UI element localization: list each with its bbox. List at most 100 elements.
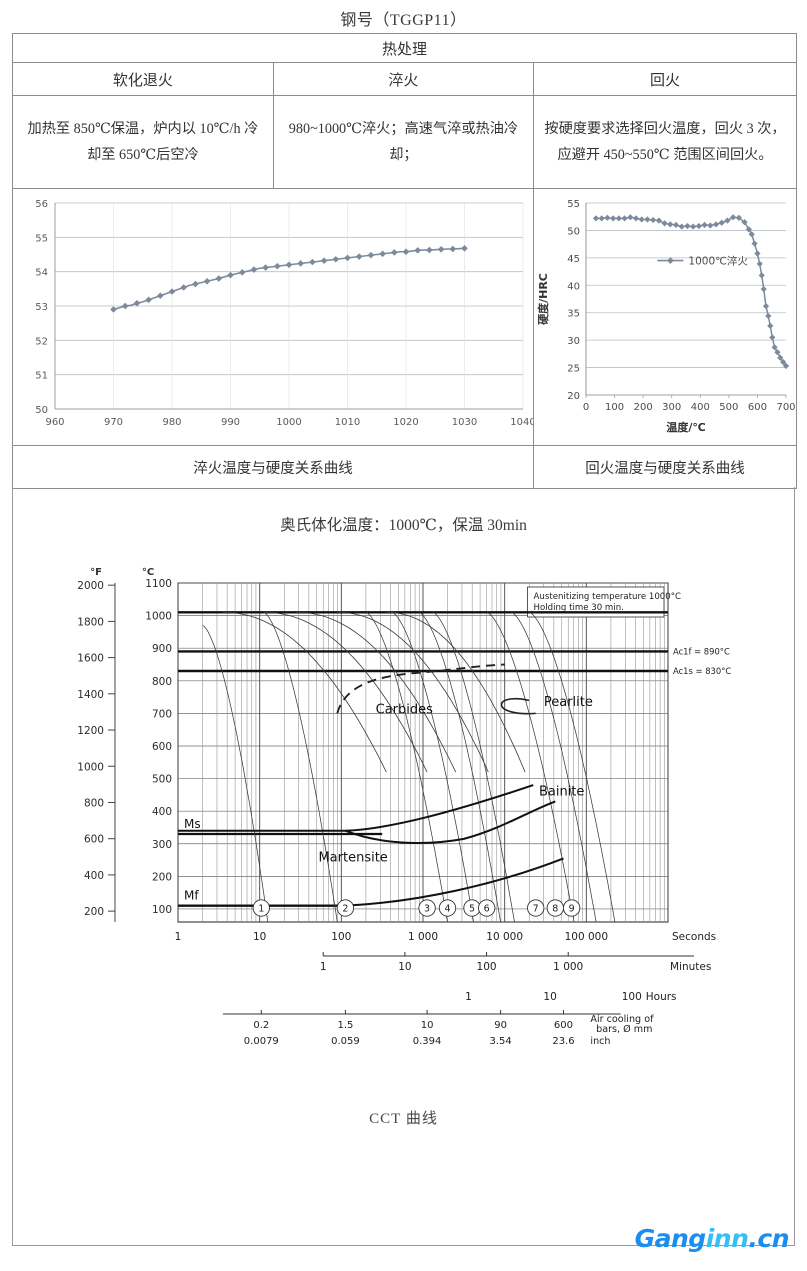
- svg-text:100: 100: [622, 991, 642, 1003]
- svg-text:600: 600: [748, 402, 767, 413]
- svg-text:Ac1f = 890°C: Ac1f = 890°C: [673, 646, 730, 656]
- svg-text:1400: 1400: [77, 689, 104, 701]
- svg-text:1000: 1000: [145, 611, 172, 623]
- column-header-tempering: 回火: [533, 62, 797, 96]
- svg-text:°C: °C: [142, 567, 154, 578]
- svg-text:980: 980: [162, 417, 181, 428]
- svg-text:10: 10: [543, 991, 556, 1003]
- svg-text:Bainite: Bainite: [539, 785, 584, 800]
- svg-text:温度/℃: 温度/℃: [666, 420, 705, 434]
- svg-text:1: 1: [465, 991, 472, 1003]
- svg-text:960: 960: [45, 417, 64, 428]
- svg-text:53: 53: [35, 302, 48, 313]
- svg-text:500: 500: [719, 402, 738, 413]
- svg-text:10 000: 10 000: [486, 931, 523, 943]
- table-row: 淬火温度与硬度关系曲线 回火温度与硬度关系曲线: [12, 445, 797, 489]
- cell-quenching-detail: 980~1000℃淬火；高速气淬或热油冷却；: [272, 95, 535, 189]
- svg-text:800: 800: [152, 676, 172, 688]
- svg-text:Ms: Ms: [184, 817, 201, 831]
- table-row: 加热至 850℃保温，炉内以 10℃/h 冷却至 650℃后空冷 980~100…: [12, 95, 797, 189]
- table-row-charts: 50 51 52 53 54 55 56 960 970 980 990 1000 1010 1020 10…: [12, 188, 797, 446]
- svg-text:50: 50: [567, 226, 580, 237]
- svg-text:1020: 1020: [393, 417, 418, 428]
- svg-text:300: 300: [152, 839, 172, 851]
- svg-text:200: 200: [152, 871, 172, 883]
- quench-chart-cell: 50 51 52 53 54 55 56 960 970 980 990 1000 1010 1020 10…: [12, 188, 534, 446]
- svg-text:90: 90: [494, 1020, 507, 1031]
- temper-chart-cell: 20 25 30 35 40 45 50 55 0 100 200 300 400 500 600 700 10…: [533, 188, 797, 446]
- svg-text:51: 51: [35, 371, 48, 382]
- svg-text:1010: 1010: [335, 417, 360, 428]
- svg-text:1: 1: [320, 961, 327, 973]
- svg-text:700: 700: [152, 708, 172, 720]
- svg-text:52: 52: [35, 336, 48, 347]
- svg-text:600: 600: [554, 1020, 573, 1031]
- svg-text:10: 10: [421, 1020, 434, 1031]
- svg-text:56: 56: [35, 199, 48, 210]
- svg-text:1 000: 1 000: [408, 931, 438, 943]
- svg-text:Mf: Mf: [184, 889, 199, 903]
- svg-text:6: 6: [484, 904, 490, 915]
- svg-text:1000℃淬火: 1000℃淬火: [688, 255, 748, 268]
- svg-text:1040: 1040: [510, 417, 533, 428]
- svg-text:25: 25: [567, 364, 580, 375]
- svg-text:800: 800: [84, 797, 104, 809]
- svg-text:500: 500: [152, 774, 172, 786]
- svg-text:1.5: 1.5: [337, 1020, 353, 1031]
- svg-text:1600: 1600: [77, 653, 104, 665]
- svg-text:400: 400: [152, 806, 172, 818]
- svg-text:2: 2: [342, 904, 348, 915]
- caption-temper-chart: 回火温度与硬度关系曲线: [533, 445, 797, 489]
- svg-text:Pearlite: Pearlite: [544, 695, 593, 710]
- svg-text:970: 970: [104, 417, 123, 428]
- svg-text:55: 55: [35, 233, 48, 244]
- svg-text:400: 400: [84, 870, 104, 882]
- svg-text:2000: 2000: [77, 580, 104, 592]
- cct-diagram: °F °C 2000 1800 1600 1400 1200 1000 800 600 400 200…: [60, 565, 760, 1090]
- svg-text:Martensite: Martensite: [318, 851, 387, 866]
- svg-text:1000: 1000: [77, 761, 104, 773]
- frame-bottom-border: [12, 1245, 795, 1246]
- svg-text:Seconds: Seconds: [672, 931, 716, 943]
- svg-text:Holding time 30 min.: Holding time 30 min.: [534, 603, 624, 613]
- svg-text:54: 54: [35, 268, 48, 279]
- svg-text:100: 100: [477, 961, 497, 973]
- svg-text:23.6: 23.6: [552, 1036, 574, 1047]
- watermark-logo: Ganginn.cn: [635, 1224, 790, 1253]
- svg-text:1 000: 1 000: [553, 961, 583, 973]
- column-header-quenching: 淬火: [272, 62, 535, 96]
- svg-text:1: 1: [175, 931, 182, 943]
- svg-text:Air cooling of: Air cooling of: [590, 1014, 654, 1025]
- svg-text:30: 30: [567, 336, 580, 347]
- svg-text:°F: °F: [90, 567, 102, 578]
- svg-text:20: 20: [567, 391, 580, 402]
- svg-text:10: 10: [398, 961, 411, 973]
- svg-text:45: 45: [567, 254, 580, 265]
- svg-text:1030: 1030: [452, 417, 477, 428]
- svg-text:400: 400: [691, 402, 710, 413]
- svg-text:1: 1: [258, 904, 264, 915]
- svg-text:9: 9: [569, 904, 575, 915]
- svg-text:1800: 1800: [77, 616, 104, 628]
- svg-text:40: 40: [567, 281, 580, 292]
- svg-text:700: 700: [776, 402, 795, 413]
- svg-text:0.0079: 0.0079: [244, 1036, 279, 1047]
- table-row: 热处理: [12, 33, 797, 63]
- svg-text:inch: inch: [590, 1036, 610, 1047]
- svg-text:300: 300: [662, 402, 681, 413]
- svg-text:Hours: Hours: [646, 991, 677, 1003]
- svg-text:Ac1s = 830°C: Ac1s = 830°C: [673, 666, 731, 676]
- svg-text:200: 200: [634, 402, 653, 413]
- frame-left-border: [12, 487, 13, 1246]
- svg-text:100: 100: [152, 904, 172, 916]
- page-title: 钢号（TGGP11）: [340, 12, 467, 29]
- svg-text:3.54: 3.54: [489, 1036, 511, 1047]
- logo-part-3: .cn: [748, 1224, 789, 1253]
- svg-text:5: 5: [469, 904, 475, 915]
- column-header-annealing: 软化退火: [12, 62, 274, 96]
- svg-text:7: 7: [533, 904, 539, 915]
- svg-text:600: 600: [152, 741, 172, 753]
- svg-text:4: 4: [444, 904, 450, 915]
- cell-annealing-detail: 加热至 850℃保温，炉内以 10℃/h 冷却至 650℃后空冷: [12, 95, 274, 189]
- svg-text:3: 3: [424, 904, 430, 915]
